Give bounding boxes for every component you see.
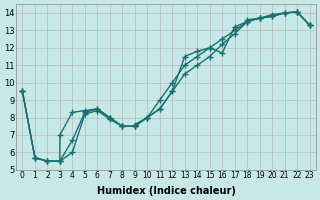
X-axis label: Humidex (Indice chaleur): Humidex (Indice chaleur): [97, 186, 236, 196]
